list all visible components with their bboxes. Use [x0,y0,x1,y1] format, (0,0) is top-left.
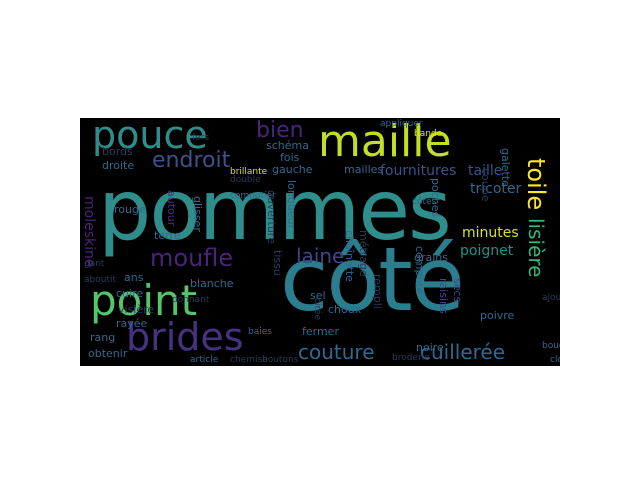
word-broderie: broderie [392,353,430,363]
word-appliquer: appliquer [380,119,423,129]
word-cotes: côtés [412,197,437,207]
word-compote: compote [413,246,426,295]
word-blanche: blanche [190,277,234,290]
word-brides: brides [126,315,244,359]
word-laine: laine [296,244,345,268]
word-minutes: minutes [462,225,519,241]
word-galette: galette [499,148,512,187]
word-cuire: cuire [116,287,144,300]
word-boutons: boutons [262,355,299,365]
word-longueur: longueur [285,180,298,229]
word-glisser: glisser [191,196,204,232]
word-poches: poches [429,178,442,218]
word-poivre: poivre [480,309,515,322]
word-compotier: compotier [230,191,276,201]
word-metrage: métrage [357,230,370,277]
word-taille: taille [468,163,503,179]
word-fers: fers [192,133,210,143]
word-noire: noire [416,341,444,354]
word-brillante: brillante [230,167,268,177]
word-choux: choux [328,303,362,316]
word-bien: bien [256,118,304,143]
word-article: article [190,355,219,365]
word-ajoutant: ajoutant [542,293,560,303]
word-baies: baies [248,327,272,337]
word-secs: secs [451,278,464,303]
word-grains: grains [414,251,449,264]
word-cuilleree: cuillerée [420,340,506,364]
word-autour: autour [165,190,178,227]
word-schema: schéma [266,139,309,152]
word-cote: côté [280,228,465,331]
word-ciree: cirée [312,298,322,321]
word-gant: gant [84,259,105,269]
word-couture: couture [298,340,375,364]
word-droite: droite [102,159,135,172]
word-boucle: boucle [542,341,560,351]
word-obtenir: obtenir [88,347,128,360]
word-lisiere: lisière [524,218,548,278]
word-point: point [90,276,198,325]
word-pouce: pouce [92,118,208,157]
word-aboutit: aboutit [84,275,116,285]
word-fournitures: fournitures [380,163,457,179]
word-chemise: chemise [230,355,268,365]
word-fois: fois [280,151,300,164]
word-pommes: pommes [98,161,452,259]
word-endroit: endroit [152,148,231,173]
word-cloud-image: pommes côté maille pouce point brides en… [80,118,560,366]
word-bords: bords [102,145,133,158]
word-visiere: visière [118,303,155,316]
word-coupe: coupe [479,168,492,202]
word-rouge: rouge [114,203,146,216]
word-raisins: raisins [437,278,450,314]
word-tissu: tissu [271,250,284,276]
word-donnant: donnant [172,295,210,305]
word-clous: clous [550,355,560,365]
word-poignet: poignet [460,243,514,259]
word-rayee: rayée [116,317,148,330]
word-ans: ans [124,271,144,284]
word-bande: bande [414,129,443,139]
word-rang: rang [90,331,116,344]
word-maille: maille [318,118,452,167]
word-tricoter: tricoter [470,181,522,197]
word-gauche: gauche [272,163,313,176]
word-moufle: moufle [150,244,234,272]
word-sel: sel [310,289,326,302]
word-toile: toile [522,158,550,211]
word-moleskine: moleskine [81,196,97,268]
word-rempli: rempli [371,274,384,309]
word-ouverture: ouverture [265,190,278,244]
word-double: double [230,175,261,185]
word-mailles: mailles [344,163,384,176]
word-fermer: fermer [302,325,339,338]
word-chainette: chaînette [343,230,356,282]
word-terre: terre [154,229,181,242]
